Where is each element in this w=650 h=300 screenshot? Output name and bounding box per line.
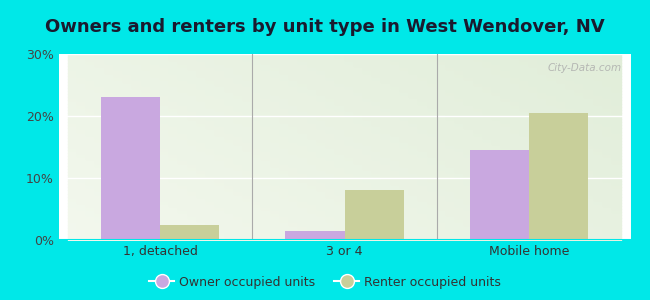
Bar xyxy=(285,231,345,240)
Bar xyxy=(101,98,160,240)
Legend: Owner occupied units, Renter occupied units: Owner occupied units, Renter occupied un… xyxy=(144,271,506,294)
Bar xyxy=(470,150,529,240)
Bar xyxy=(529,113,588,240)
Text: Owners and renters by unit type in West Wendover, NV: Owners and renters by unit type in West … xyxy=(46,18,605,36)
Text: City-Data.com: City-Data.com xyxy=(548,63,622,73)
Bar xyxy=(344,190,404,240)
Bar xyxy=(160,224,219,240)
